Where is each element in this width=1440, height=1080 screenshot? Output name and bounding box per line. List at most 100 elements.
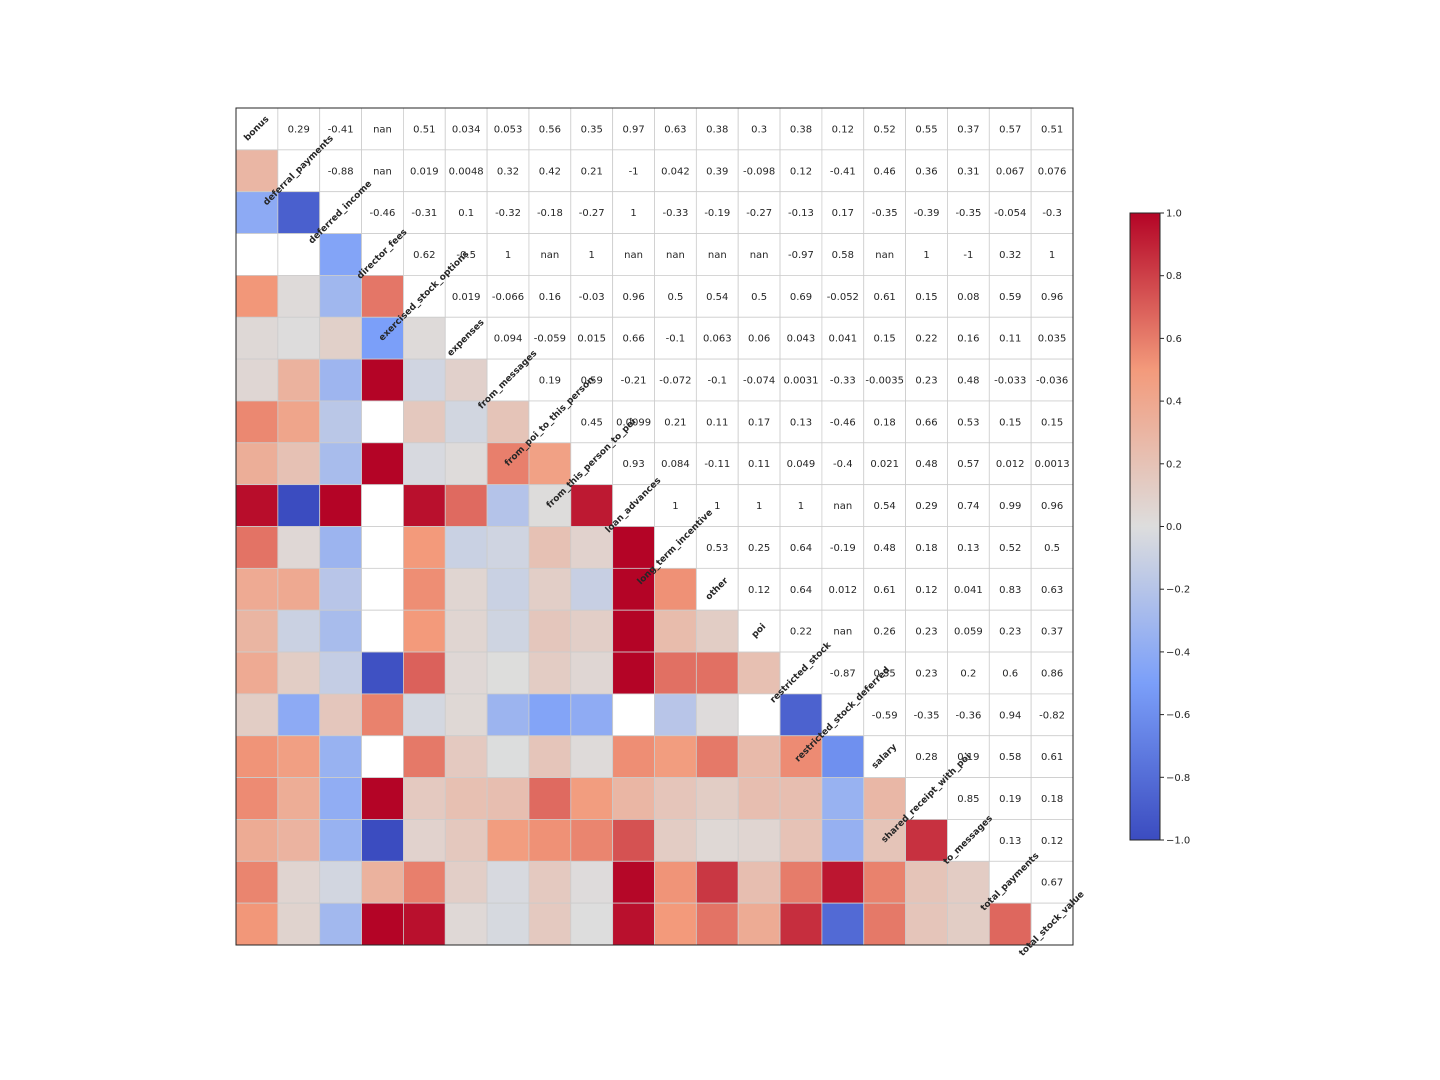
heatmap-cell [277,651,321,695]
heatmap-cell [779,819,823,862]
heatmap-cell [486,902,530,946]
heatmap-cell-blank [988,609,1032,653]
cell-value-label: 0.54 [706,292,728,303]
cell-value-label: -0.41 [328,124,354,135]
heatmap-cell [277,860,321,904]
cell-value-label: 0.97 [622,124,644,135]
cell-value-label: 0.23 [915,668,937,679]
cell-value-label: 0.32 [999,250,1021,261]
heatmap-cell-blank [905,651,948,695]
cell-value-label: -0.87 [830,668,856,679]
cell-value-label: nan [373,166,392,177]
heatmap-cell-blank [570,274,614,318]
cell-value-label: 0.39 [706,166,728,177]
heatmap-cell-blank [1030,567,1074,611]
heatmap-cell-blank [905,777,948,820]
heatmap-cell [402,400,446,444]
cell-value-label: 0.2 [960,668,976,679]
heatmap-cell-blank [863,274,906,318]
heatmap-cell [737,902,781,946]
heatmap-cell [444,819,488,862]
cell-value-label: 0.37 [1041,627,1063,638]
heatmap-cell [695,651,739,695]
cell-value-label: nan [666,250,685,261]
cell-value-label: 0.53 [706,543,728,554]
heatmap-cell [570,735,614,778]
heatmap-cell [361,442,404,486]
cell-value-label: 0.067 [996,166,1025,177]
heatmap-cell-blank [737,233,781,276]
heatmap-cell [444,567,488,611]
cell-value-label: -0.0035 [865,376,904,387]
cell-value-label: 0.57 [957,459,979,470]
cell-value-label: 0.3 [751,124,767,135]
heatmap-cell [528,777,572,820]
cell-value-label: 0.0031 [783,376,818,387]
heatmap-cell-blank [988,358,1032,402]
heatmap-cell [319,651,362,695]
heatmap-cell-blank [1030,233,1074,276]
heatmap-cell-blank [737,442,781,486]
heatmap-cell [277,484,321,527]
heatmap-cell [486,609,530,653]
cell-value-label: 0.29 [288,124,310,135]
heatmap-cell [821,777,865,820]
heatmap-cell [235,860,279,904]
cell-value-label: 0.08 [957,292,979,303]
heatmap-cell [695,860,739,904]
heatmap-cell [654,735,697,778]
cell-value-label: nan [750,250,769,261]
cell-value-label: -0.036 [1036,376,1068,387]
cell-value-label: 0.54 [874,501,896,512]
heatmap-cell [402,484,446,527]
heatmap-cell-blank [779,442,823,486]
heatmap-cell [319,902,362,946]
heatmap-cell [444,526,488,569]
heatmap-cell [486,400,530,444]
cell-value-label: nan [373,124,392,135]
cell-value-label: 0.42 [539,166,561,177]
heatmap-cell [402,442,446,486]
heatmap-cell [486,693,530,737]
heatmap-cell [695,609,739,653]
colorbar-tick-label: −0.4 [1166,647,1190,658]
heatmap-cell-blank [988,651,1032,695]
cell-value-label: 0.12 [832,124,854,135]
heatmap-cell-blank [947,651,990,695]
heatmap-cell-blank [695,107,739,151]
cell-value-label: 0.17 [832,208,854,219]
heatmap-cell-blank [905,567,948,611]
cell-value-label: 0.06 [748,334,770,345]
cell-value-label: -0.098 [743,166,775,177]
cell-value-label: 0.32 [497,166,519,177]
heatmap-cell-blank [277,149,321,193]
cell-value-label: -0.41 [830,166,856,177]
heatmap-cell [361,693,404,737]
cell-value-label: -0.5 [456,250,476,261]
colorbar-tick-label: −1.0 [1166,836,1190,847]
heatmap-cell [570,860,614,904]
heatmap-cell [319,316,362,360]
heatmap-cell-blank [528,149,572,193]
heatmap-cell [528,819,572,862]
cell-value-label: 0.59 [999,292,1021,303]
cell-value-label: 0.37 [957,124,979,135]
heatmap-cell-blank [988,777,1032,820]
heatmap-cell [235,484,279,527]
heatmap-cell-blank [947,149,990,193]
heatmap-cell [402,860,446,904]
heatmap-cell-blank [444,107,488,151]
heatmap-cell-blank [654,191,697,234]
heatmap-cell-blank [947,358,990,402]
heatmap-cell-blank [528,316,572,360]
cell-value-label: 0.59 [581,376,603,387]
cell-value-label: 0.21 [581,166,603,177]
heatmap-cell-blank [695,191,739,234]
heatmap-cell [695,902,739,946]
heatmap-cell [277,191,321,234]
heatmap-cell [444,860,488,904]
heatmap-cell-blank [1030,107,1074,151]
heatmap-cell [319,609,362,653]
colorbar-tick-label: 0.0 [1166,522,1182,533]
cell-value-label: 0.12 [790,166,812,177]
